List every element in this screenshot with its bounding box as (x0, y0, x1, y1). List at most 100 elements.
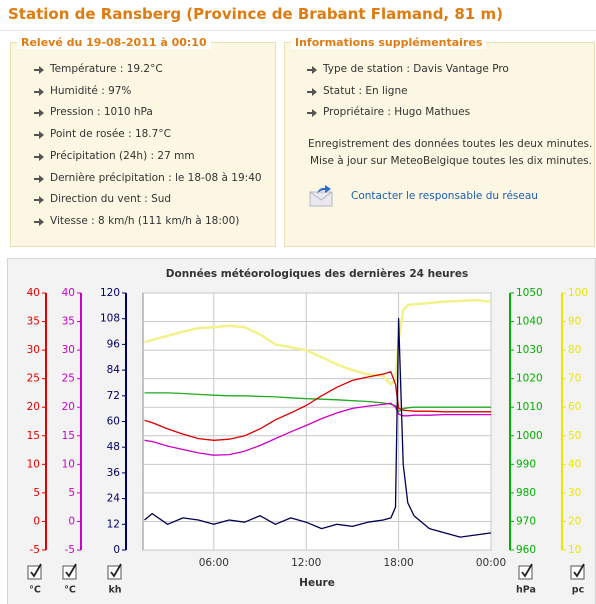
y-tick-label: 36 (107, 467, 121, 479)
note: Enregistrement des données toutes les de… (308, 138, 593, 150)
bullet-arrow (307, 66, 317, 74)
info-item: Type de station : Davis Vantage Pro (307, 63, 509, 75)
info-item: Vitesse : 8 km/h (111 km/h à 18:00) (34, 215, 239, 227)
x-tick-label: 12:00 (291, 557, 321, 569)
y-tick-label: 5 (68, 487, 75, 499)
y-tick-label: 72 (107, 390, 120, 402)
axis-toggle[interactable] (27, 563, 42, 580)
bullet-arrow (34, 217, 44, 226)
y-tick-label: 12 (107, 518, 120, 530)
info-item: Humidité : 97% (34, 84, 132, 97)
axis-unit: °C (29, 585, 41, 596)
y-tick-label: 30 (62, 344, 75, 356)
info-item: Pression : 1010 hPa (34, 106, 153, 119)
y-tick-label: 80 (568, 344, 581, 356)
item-text: Humidité : 97% (50, 84, 132, 97)
y-tick-label: 60 (568, 401, 581, 413)
y-tick-label: 15 (27, 430, 40, 442)
y-tick-label: 48 (107, 441, 120, 453)
y-tick-label: 25 (62, 373, 75, 385)
y-tick-label: 970 (516, 515, 536, 527)
checkmark (110, 563, 122, 578)
axis-toggle[interactable] (62, 563, 77, 580)
mail-icon (309, 185, 333, 207)
x-tick-label: 06:00 (199, 557, 229, 569)
station-title: Station de Ransberg (Province de Brabant… (8, 5, 503, 23)
checkmark (65, 563, 77, 578)
checkmark (30, 563, 42, 578)
y-tick-label: 108 (100, 313, 120, 325)
item-text: Type de station : Davis Vantage Pro (323, 63, 509, 75)
y-tick-label: 10 (62, 458, 75, 470)
y-tick-label: 35 (27, 316, 40, 328)
y-tick-label: 30 (568, 487, 581, 499)
info-item: Statut : En ligne (307, 84, 408, 97)
y-tick-label: 50 (568, 430, 581, 442)
y-tick-label: 15 (62, 430, 75, 442)
axis-toggle[interactable] (107, 563, 122, 580)
y-tick-label: 1040 (516, 316, 543, 328)
info-item: Précipitation (24h) : 27 mm (34, 149, 195, 162)
series-line (144, 318, 492, 538)
y-tick-label: 70 (568, 373, 581, 385)
y-tick-label: 1020 (516, 373, 543, 385)
info-title: Informations supplémentaires (291, 36, 487, 49)
y-tick-label: 24 (107, 493, 121, 505)
y-tick-label: 96 (107, 338, 121, 350)
bullet-arrow (34, 131, 44, 140)
axis-unit: pc (572, 585, 584, 596)
reading-panel: Relevé du 19-08-2011 à 00:10 (10, 36, 276, 247)
info-item: Point de rosée : 18.7°C (34, 128, 171, 140)
y-tick-label: 84 (107, 364, 121, 376)
x-tick-label: 00:00 (476, 557, 506, 569)
y-tick-label: 20 (62, 401, 75, 413)
chart: Données météorologiques des dernières 24… (7, 258, 596, 604)
series-line (144, 298, 492, 386)
y-tick-label: 5 (33, 487, 40, 499)
contact-link[interactable]: Contacter le responsable du réseau (351, 190, 538, 202)
info-item: Direction du vent : Sud (34, 193, 172, 206)
info-panel: Informations supplémentaires (284, 36, 595, 247)
bullet-arrow (34, 87, 44, 96)
item-text: Température : 19.2°C (50, 63, 163, 75)
info-item: Température : 19.2°C (34, 63, 163, 75)
item-text: Statut : En ligne (323, 84, 408, 97)
bullet-arrow (34, 174, 44, 183)
y-tick-label: 25 (27, 373, 40, 385)
y-tick-label: 40 (568, 458, 581, 470)
y-tick-label: 30 (27, 344, 40, 356)
y-tick-label: 20 (568, 515, 581, 527)
y-tick-label: 990 (516, 458, 536, 470)
reading-title: Relevé du 19-08-2011 à 00:10 (17, 36, 211, 49)
y-tick-label: 120 (100, 287, 120, 299)
chart-title: Données météorologiques des dernières 24… (166, 268, 468, 280)
y-tick-label: 1010 (516, 401, 543, 413)
y-tick-label: -5 (65, 544, 75, 556)
y-tick-label: 40 (27, 287, 40, 299)
checkmark (521, 563, 533, 578)
plot-area (142, 292, 492, 551)
y-tick-label: 0 (113, 544, 120, 556)
info-item: Dernière précipitation : le 18-08 à 19:4… (34, 171, 262, 184)
bullet-arrow (34, 152, 44, 161)
y-tick-label: 0 (68, 515, 75, 527)
item-text: Pression : 1010 hPa (50, 106, 153, 119)
info-item: Propriétaire : Hugo Mathues (307, 106, 470, 118)
axis-unit: hPa (516, 585, 536, 596)
y-tick-label: -5 (30, 544, 40, 556)
axis-toggle[interactable] (518, 563, 533, 580)
y-tick-label: 20 (27, 401, 40, 413)
bullet-arrow (34, 66, 44, 74)
y-tick-label: 10 (568, 544, 581, 556)
series-line (144, 371, 491, 441)
y-tick-label: 1000 (516, 430, 543, 442)
axis-toggle[interactable] (570, 563, 585, 580)
y-tick-label: 90 (568, 316, 581, 328)
item-text: Dernière précipitation : le 18-08 à 19:4… (50, 171, 262, 184)
series-line (144, 392, 491, 413)
y-tick-label: 0 (33, 515, 40, 527)
y-tick-label: 1050 (516, 287, 543, 299)
y-tick-label: 960 (516, 544, 536, 556)
item-text: Direction du vent : Sud (50, 193, 172, 206)
item-text: Précipitation (24h) : 27 mm (50, 149, 195, 162)
